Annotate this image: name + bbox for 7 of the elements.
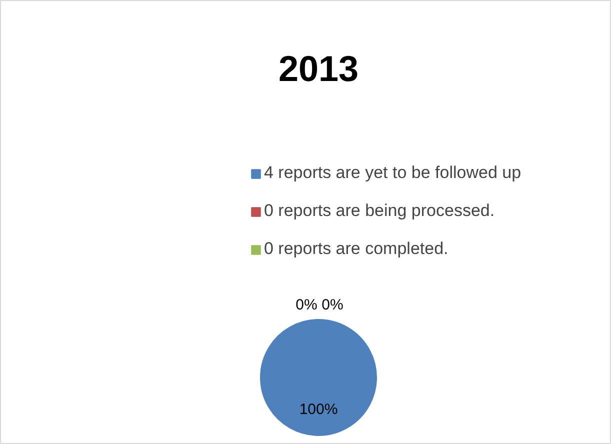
data-label: 100% <box>299 400 338 418</box>
text: 0% <box>322 296 344 314</box>
legend-label: 0 reports are being processed. <box>264 201 495 221</box>
chart-title: 2013 <box>278 48 359 89</box>
legend-label: 0 reports are completed. <box>264 239 448 259</box>
legend-label: 4 reports are yet to be followed up <box>264 163 522 183</box>
text: 0% <box>296 296 318 314</box>
